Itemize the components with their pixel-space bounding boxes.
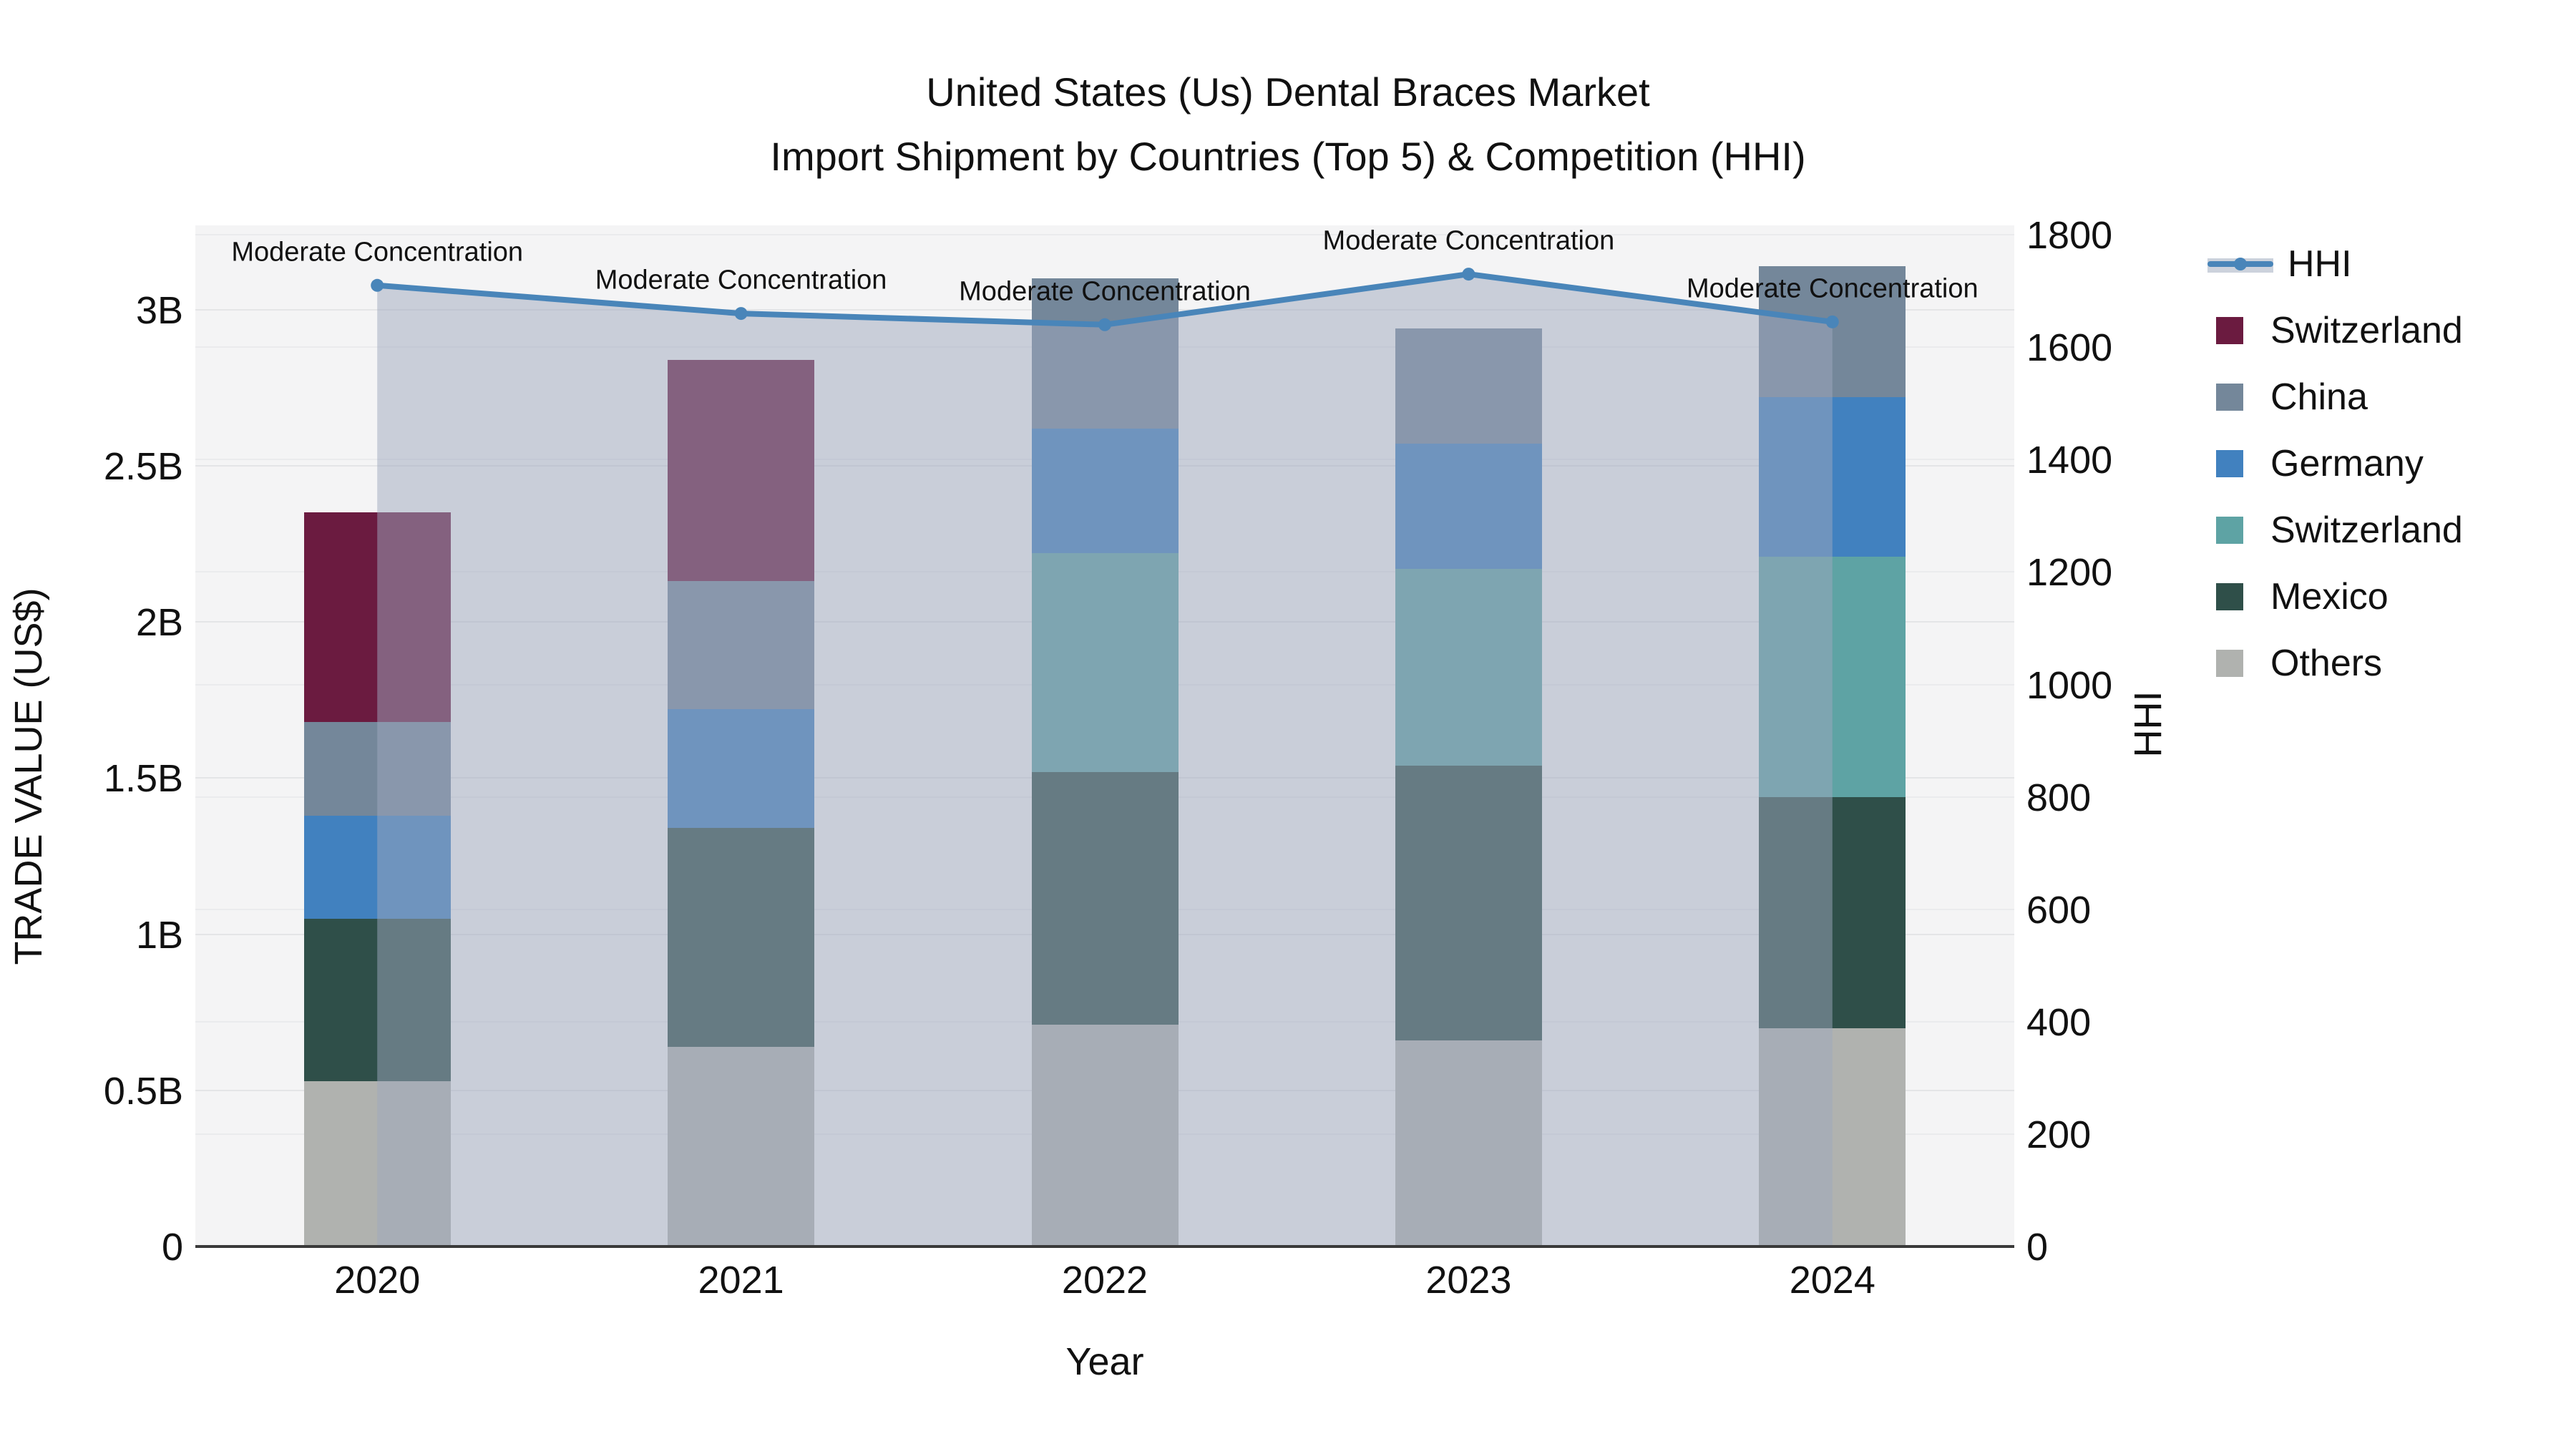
y-right-tick-label: 400 bbox=[2026, 1000, 2092, 1044]
legend-item-china: China bbox=[2207, 364, 2463, 430]
hhi-marker bbox=[1462, 268, 1475, 281]
legend-label: Germany bbox=[2270, 442, 2424, 484]
annotation-moderate-concentration: Moderate Concentration bbox=[1322, 225, 1615, 256]
legend-item-hhi: HHI bbox=[2207, 230, 2463, 297]
chart-title-line2: Import Shipment by Countries (Top 5) & C… bbox=[770, 134, 1806, 179]
hhi-line-overlay bbox=[371, 268, 1839, 1246]
legend-swatch-icon bbox=[2216, 516, 2243, 544]
y-right-tick-label: 800 bbox=[2026, 776, 2092, 819]
legend-item-mexico: Mexico bbox=[2207, 563, 2463, 630]
hhi-marker bbox=[371, 278, 384, 292]
legend: HHI Switzerland China Germany Switzerland Mex… bbox=[2207, 230, 2463, 696]
gridline-right bbox=[195, 234, 2014, 236]
y-right-tick-label: 1400 bbox=[2026, 439, 2113, 482]
legend-label: Mexico bbox=[2270, 575, 2389, 618]
y-left-tick-label: 0.5B bbox=[103, 1069, 183, 1113]
y-axis-right-title: HHI bbox=[2127, 691, 2170, 758]
hhi-marker bbox=[1098, 318, 1111, 331]
y-right-tick-label: 1600 bbox=[2026, 326, 2113, 370]
hhi-marker bbox=[734, 307, 748, 321]
legend-label: HHI bbox=[2288, 243, 2352, 285]
x-tick-label: 2020 bbox=[334, 1259, 421, 1302]
x-tick-label: 2022 bbox=[1061, 1259, 1148, 1302]
x-tick-label: 2024 bbox=[1789, 1259, 1875, 1302]
legend-swatch-icon bbox=[2216, 449, 2243, 477]
legend-swatch-icon bbox=[2216, 649, 2243, 677]
x-axis-title: Year bbox=[1065, 1340, 1144, 1383]
y-right-tick-label: 0 bbox=[2026, 1226, 2049, 1269]
x-tick-label: 2021 bbox=[698, 1259, 784, 1302]
legend-swatch-icon bbox=[2216, 316, 2243, 344]
legend-item-switzerland: Switzerland bbox=[2207, 497, 2463, 563]
hhi-line-legend-icon bbox=[2207, 250, 2273, 278]
annotation-moderate-concentration: Moderate Concentration bbox=[231, 237, 524, 268]
y-right-tick-label: 200 bbox=[2026, 1113, 2092, 1156]
y-left-tick-label: 1B bbox=[135, 913, 183, 957]
hhi-area-fill bbox=[377, 274, 1833, 1246]
y-right-tick-label: 600 bbox=[2026, 888, 2092, 932]
legend-item-others: Others bbox=[2207, 630, 2463, 696]
annotation-moderate-concentration: Moderate Concentration bbox=[1686, 273, 1979, 304]
y-right-tick-label: 1000 bbox=[2026, 663, 2113, 707]
y-right-tick-label: 1200 bbox=[2026, 551, 2113, 595]
legend-label: Switzerland bbox=[2270, 509, 2463, 551]
y-left-tick-label: 2.5B bbox=[103, 445, 183, 488]
y-axis-left-title: TRADE VALUE (US$) bbox=[7, 587, 50, 965]
legend-label: China bbox=[2270, 376, 2368, 418]
legend-swatch-icon bbox=[2216, 383, 2243, 411]
annotation-moderate-concentration: Moderate Concentration bbox=[595, 265, 887, 296]
legend-item-switzerland: Switzerland bbox=[2207, 297, 2463, 364]
annotation-moderate-concentration: Moderate Concentration bbox=[959, 276, 1251, 307]
x-axis-baseline bbox=[195, 1245, 2014, 1248]
y-left-tick-label: 0 bbox=[161, 1226, 183, 1269]
x-tick-label: 2023 bbox=[1425, 1259, 1512, 1302]
y-right-tick-label: 1800 bbox=[2026, 214, 2113, 258]
y-left-tick-label: 2B bbox=[135, 601, 183, 645]
legend-label: Others bbox=[2270, 642, 2383, 684]
legend-label: Switzerland bbox=[2270, 309, 2463, 351]
y-left-tick-label: 1.5B bbox=[103, 757, 183, 801]
hhi-marker bbox=[1825, 315, 1839, 328]
hhi-dot-icon bbox=[2234, 257, 2247, 270]
legend-item-germany: Germany bbox=[2207, 430, 2463, 497]
legend-swatch-icon bbox=[2216, 582, 2243, 610]
y-left-tick-label: 3B bbox=[135, 288, 183, 332]
chart-title-line1: United States (Us) Dental Braces Market bbox=[926, 69, 1650, 114]
